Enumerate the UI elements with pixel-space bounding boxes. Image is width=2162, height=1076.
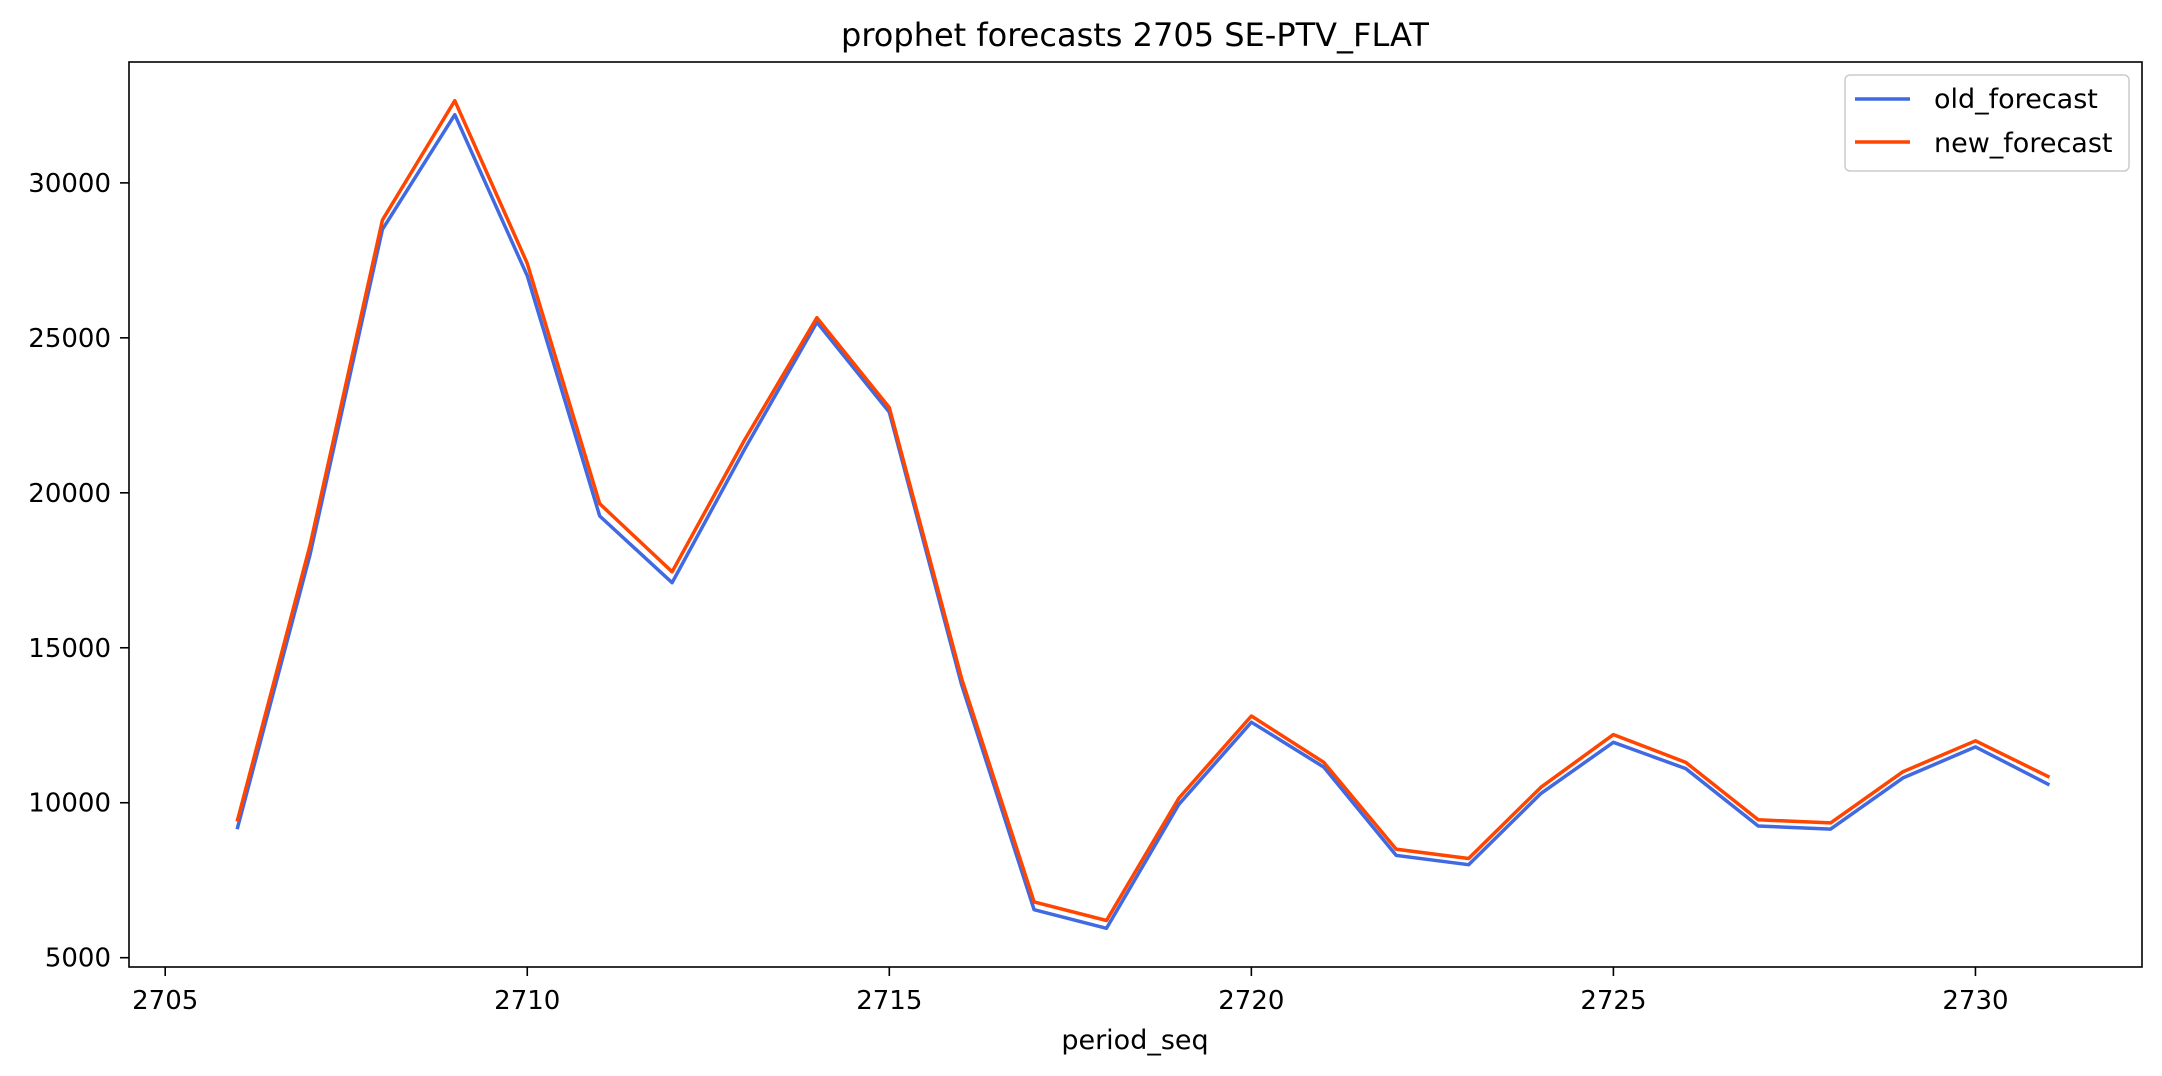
- y-tick-label: 25000: [28, 324, 111, 354]
- y-tick-label: 10000: [28, 789, 111, 819]
- y-tick-label: 20000: [28, 479, 111, 509]
- y-tick-label: 5000: [45, 944, 111, 974]
- chart-title: prophet forecasts 2705 SE-PTV_FLAT: [841, 16, 1429, 54]
- legend-label-new-forecast: new_forecast: [1934, 128, 2113, 159]
- x-axis-label: period_seq: [1061, 1025, 1208, 1056]
- series-line-old-forecast: [235, 112, 2051, 931]
- y-axis: 5000 10000 15000 20000 25000 30000: [28, 169, 129, 974]
- x-tick-label: 2705: [132, 986, 198, 1016]
- x-tick-label: 2725: [1580, 986, 1646, 1016]
- x-tick-label: 2715: [856, 986, 922, 1016]
- x-axis: 2705 2710 2715 2720 2725 2730: [132, 967, 2009, 1016]
- plot-frame: [128, 61, 2143, 968]
- x-tick-label: 2710: [494, 986, 560, 1016]
- x-tick-label: 2720: [1218, 986, 1284, 1016]
- series-line-new-forecast: [235, 98, 2051, 923]
- series-layer: [235, 98, 2051, 931]
- x-tick-label: 2730: [1942, 986, 2008, 1016]
- y-tick-label: 30000: [28, 169, 111, 199]
- legend-box: [1844, 74, 2130, 172]
- legend-label-old-forecast: old_forecast: [1934, 84, 2098, 115]
- y-tick-label: 15000: [28, 634, 111, 664]
- legend: old_forecast new_forecast: [1844, 74, 2130, 172]
